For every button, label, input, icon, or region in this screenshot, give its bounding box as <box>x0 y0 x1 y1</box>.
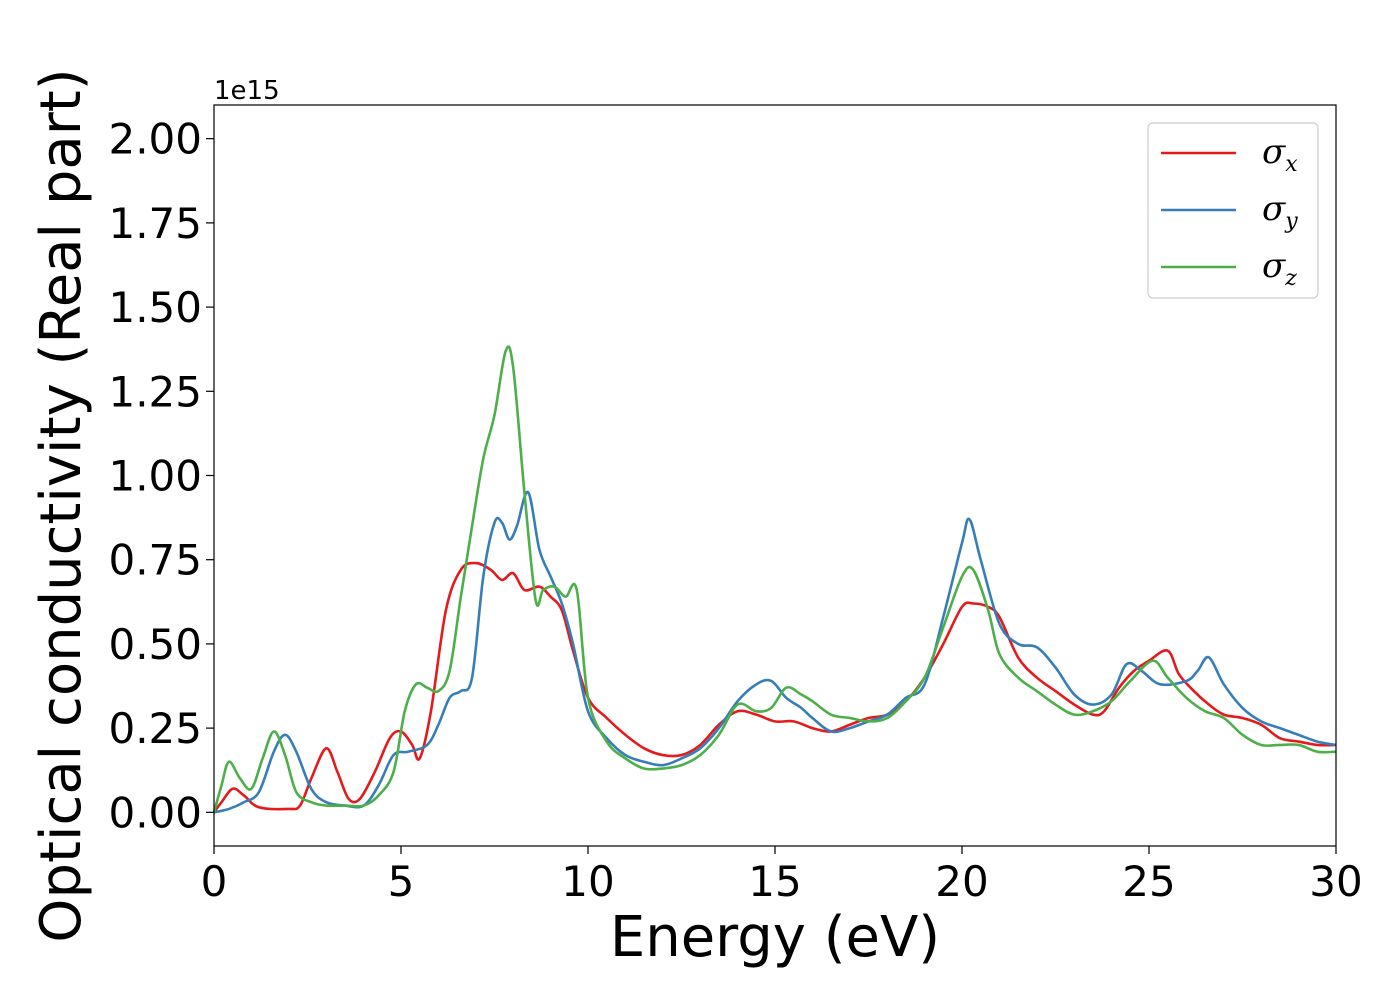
series-lines <box>212 345 1337 814</box>
y-tick-label: 2.00 <box>108 115 202 164</box>
legend: σx σy σz <box>1147 122 1319 299</box>
y-tick-label: 0.50 <box>108 620 202 669</box>
series-line-z <box>212 345 1337 813</box>
y-tick-label: 1.00 <box>108 452 202 501</box>
x-axis-ticks: 0 5 10 15 20 25 30 <box>201 846 1363 906</box>
y-axis-title: Optical conductivity (Real part) <box>29 68 94 942</box>
y-tick-label: 0.00 <box>108 788 202 837</box>
y-axis-ticks: 0.00 0.25 0.50 0.75 1.00 1.25 1.50 1.75 2.00 <box>108 115 214 837</box>
legend-label: σy <box>1262 189 1298 234</box>
y-tick-label: 1.75 <box>108 199 202 248</box>
y-tick-label: 0.25 <box>108 704 202 753</box>
legend-label: σx <box>1262 132 1298 177</box>
x-tick-label: 30 <box>1309 857 1362 906</box>
legend-label: σz <box>1262 246 1297 291</box>
legend-item-z: σz <box>1161 246 1297 291</box>
x-tick-label: 15 <box>748 857 801 906</box>
series-line-y <box>213 491 1337 814</box>
y-tick-label: 0.75 <box>108 536 202 585</box>
legend-item-x: σx <box>1161 132 1298 177</box>
y-tick-label: 1.50 <box>108 283 202 332</box>
x-tick-label: 5 <box>388 857 415 906</box>
series-line-x <box>212 561 1337 814</box>
x-axis-title: Energy (eV) <box>610 905 940 970</box>
y-tick-label: 1.25 <box>108 367 202 416</box>
x-tick-label: 20 <box>935 857 988 906</box>
x-tick-label: 25 <box>1122 857 1175 906</box>
x-tick-label: 10 <box>561 857 614 906</box>
x-tick-label: 0 <box>201 857 228 906</box>
y-offset-label: 1e15 <box>214 76 280 106</box>
legend-item-y: σy <box>1161 189 1298 234</box>
